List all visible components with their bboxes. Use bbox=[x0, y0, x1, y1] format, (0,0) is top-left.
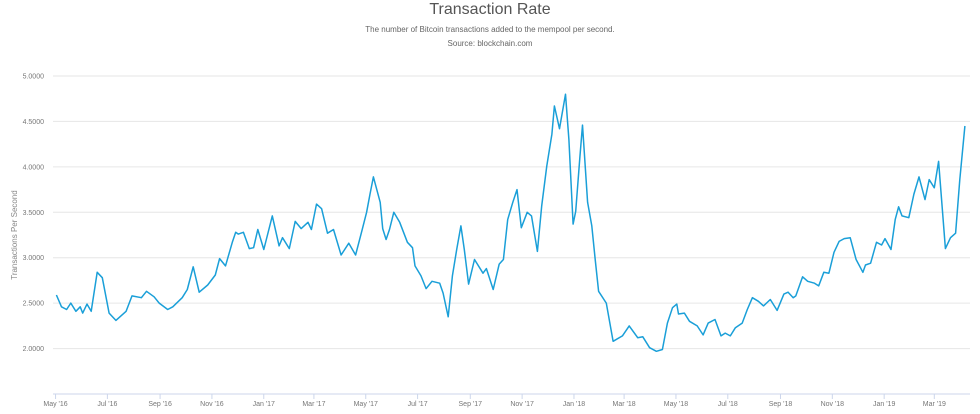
y-gridlines bbox=[53, 75, 970, 350]
x-tick-label: Sep '16 bbox=[148, 401, 172, 408]
y-tick-label: 4.5000 bbox=[23, 119, 45, 126]
x-tick-label: Nov '16 bbox=[200, 401, 224, 408]
y-tick-label: 4.0000 bbox=[23, 164, 45, 171]
x-axis-ticks: May '16 Jul '16 Sep '16 Nov '16 Jan '17 Mar '… bbox=[43, 394, 946, 408]
x-tick-label: May '18 bbox=[664, 401, 688, 408]
x-tick-label: Nov '18 bbox=[821, 401, 845, 408]
x-tick-label: Jan '18 bbox=[563, 401, 585, 408]
y-tick-label: 5.0000 bbox=[23, 74, 45, 81]
x-tick-label: Mar '19 bbox=[923, 401, 946, 408]
x-tick-label: Sep '17 bbox=[459, 401, 483, 408]
series-line bbox=[55, 93, 966, 353]
y-tick-label: 2.0000 bbox=[23, 346, 45, 353]
x-tick-label: Jul '17 bbox=[408, 401, 428, 408]
chart-source: Source: blockchain.com bbox=[448, 39, 533, 48]
y-axis-label: Transactions Per Second bbox=[10, 190, 19, 280]
y-tick-label: 2.5000 bbox=[23, 301, 45, 308]
y-tick-label: 3.0000 bbox=[23, 255, 45, 262]
y-tick-label: 3.5000 bbox=[23, 210, 45, 217]
x-tick-label: Jul '18 bbox=[718, 401, 738, 408]
chart-subtitle: The number of Bitcoin transactions added… bbox=[365, 25, 614, 34]
x-tick-label: May '16 bbox=[43, 401, 67, 408]
x-tick-label: Jan '17 bbox=[253, 401, 275, 408]
x-tick-label: Mar '18 bbox=[613, 401, 636, 408]
chart-title: Transaction Rate bbox=[429, 1, 550, 18]
x-tick-label: Nov '17 bbox=[510, 401, 534, 408]
y-axis-ticks: 2.0000 2.5000 3.0000 3.5000 4.0000 4.5000 5.00… bbox=[23, 74, 45, 354]
x-tick-label: Sep '18 bbox=[769, 401, 793, 408]
x-tick-label: Jul '16 bbox=[97, 401, 117, 408]
x-tick-label: Jan '19 bbox=[873, 401, 895, 408]
x-tick-label: May '17 bbox=[354, 401, 378, 408]
x-tick-label: Mar '17 bbox=[302, 401, 325, 408]
